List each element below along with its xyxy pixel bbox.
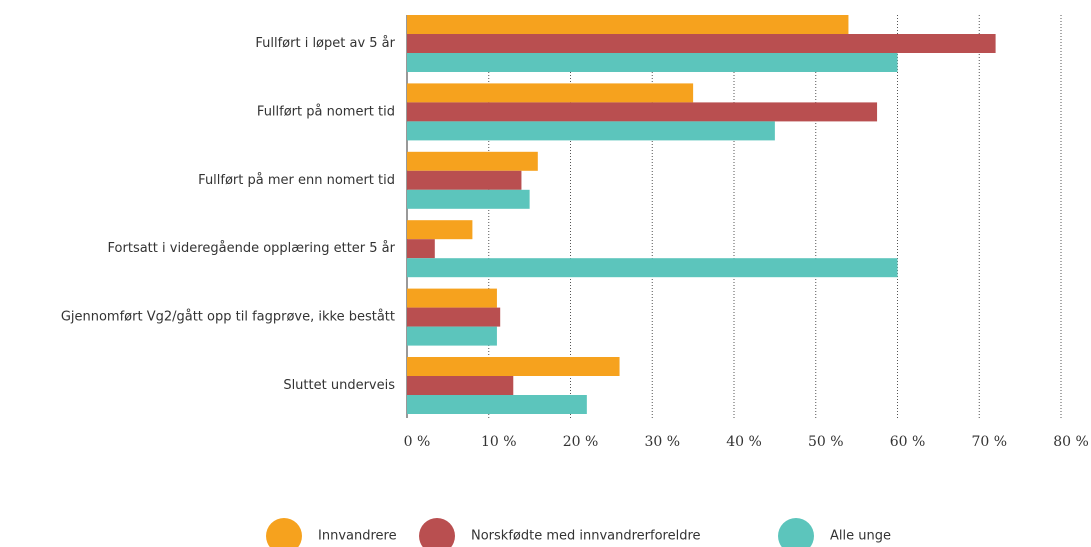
bar <box>407 170 522 190</box>
bar <box>407 53 898 72</box>
legend-label: Norskfødte med innvandrerforeldre <box>471 529 701 544</box>
y-tick-label: Sluttet underveis <box>283 378 395 393</box>
bar <box>407 102 878 122</box>
bar <box>407 307 501 327</box>
legend-swatch <box>266 518 302 547</box>
bar <box>407 189 530 209</box>
bar <box>407 288 497 308</box>
bar <box>407 34 996 53</box>
bar <box>407 357 620 376</box>
legend-swatch <box>419 518 455 547</box>
y-tick-label: Fullført på nomert tid <box>257 104 395 119</box>
y-tick-label: Fortsatt i videregående opplæring etter … <box>108 241 396 256</box>
bar <box>407 376 514 395</box>
bar <box>407 15 849 34</box>
y-tick-label: Gjennomført Vg2/gått opp til fagprøve, i… <box>61 310 395 325</box>
y-tick-label: Fullført i løpet av 5 år <box>255 36 395 51</box>
bar <box>407 220 473 240</box>
legend-label: Alle unge <box>830 529 891 544</box>
bar <box>407 239 435 259</box>
x-tick-label: 40 % <box>726 434 762 450</box>
bar <box>407 121 775 141</box>
bar <box>407 395 587 414</box>
bar <box>407 258 898 278</box>
y-tick-label: Fullført på mer enn nomert tid <box>198 173 395 188</box>
x-tick-label: 20 % <box>563 434 599 450</box>
bar <box>407 151 538 171</box>
x-tick-label: 30 % <box>644 434 680 450</box>
x-tick-label: 50 % <box>808 434 844 450</box>
legend-swatch <box>778 518 814 547</box>
x-tick-label: 70 % <box>971 434 1007 450</box>
x-tick-label: 10 % <box>481 434 517 450</box>
x-tick-label: 0 % <box>404 434 431 450</box>
x-tick-label: 60 % <box>890 434 926 450</box>
legend-label: Innvandrere <box>318 529 397 544</box>
bar <box>407 83 694 103</box>
x-tick-label: 80 % <box>1053 434 1089 450</box>
bar <box>407 326 497 346</box>
